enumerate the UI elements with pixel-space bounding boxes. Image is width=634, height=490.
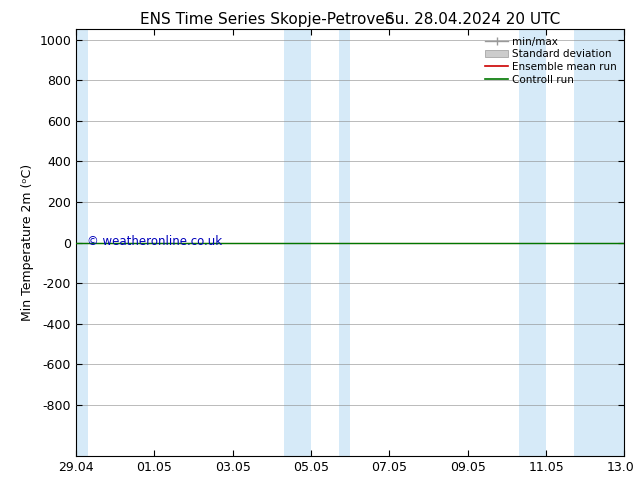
Legend: min/max, Standard deviation, Ensemble mean run, Controll run: min/max, Standard deviation, Ensemble me… <box>483 35 619 87</box>
Text: Su. 28.04.2024 20 UTC: Su. 28.04.2024 20 UTC <box>385 12 560 27</box>
Text: ENS Time Series Skopje-Petrovec: ENS Time Series Skopje-Petrovec <box>139 12 393 27</box>
Bar <box>574 29 624 456</box>
Bar <box>519 29 546 456</box>
Text: © weatheronline.co.uk: © weatheronline.co.uk <box>87 235 222 248</box>
Bar <box>283 29 311 456</box>
Y-axis label: Min Temperature 2m (ᵒC): Min Temperature 2m (ᵒC) <box>21 164 34 321</box>
Bar <box>339 29 350 456</box>
Bar <box>76 29 88 456</box>
